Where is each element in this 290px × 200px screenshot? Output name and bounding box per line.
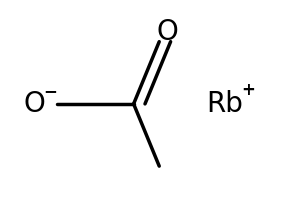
Text: −: − (43, 82, 57, 100)
Text: +: + (241, 81, 255, 99)
Text: O: O (157, 18, 179, 46)
Text: Rb: Rb (206, 90, 243, 118)
Text: O: O (23, 90, 45, 118)
